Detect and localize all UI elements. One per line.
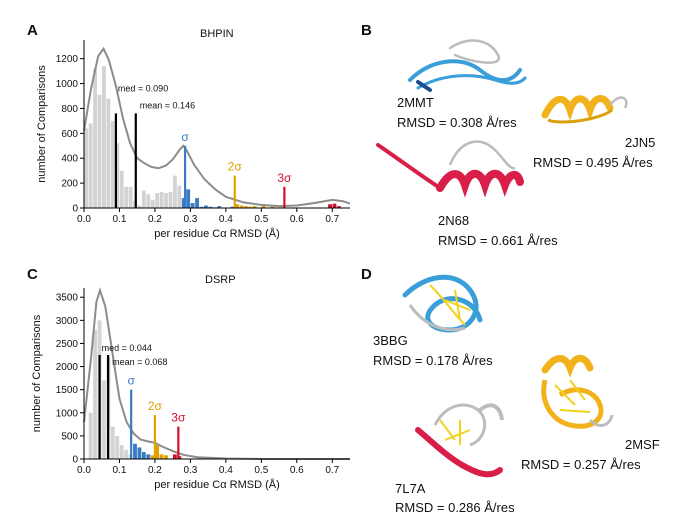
kde-curve [83,46,351,208]
structure-name-2jn5: 2JN5 [625,135,656,150]
x-tick-label: 0.2 [148,214,162,225]
histogram-bar [190,203,195,208]
histogram-bar [88,123,93,208]
histogram-bar [243,206,248,208]
histogram-bar [137,205,142,208]
x-tick-label: 0.7 [325,214,339,225]
histogram-bar [328,204,332,208]
x-tick-label: 0.3 [183,214,197,225]
histogram-bar [128,186,133,208]
y-tick-label: 400 [61,154,78,165]
histogram-bar [159,191,164,208]
y-tick-label: 1000 [56,79,79,90]
x-tick-label: 0.0 [77,214,91,225]
x-tick-label: 0.4 [219,214,233,225]
chart-title-bhpin: BHPIN [200,28,234,40]
structure-rmsd-2jn5: RMSD = 0.495 Å/res [533,155,653,170]
histogram-bar [155,193,160,208]
stat-label: 2σ [228,160,243,174]
histogram-bar [239,205,244,208]
structure-rmsd-7l7a: RMSD = 0.286 Å/res [395,500,515,515]
histogram-bar [141,190,146,208]
histogram-bar [146,194,151,208]
histogram-bar [261,204,266,208]
histogram-bar [102,66,106,208]
x-axis-label: per residue Cα RMSD (Å) [154,227,280,240]
panel-label-a: A [27,22,38,39]
stat-label: 3σ [277,171,292,185]
histogram-bar [235,204,239,208]
histogram-bar [150,199,155,208]
panel-label-b: B [361,22,372,39]
structure-rmsd-2n68: RMSD = 0.661 Å/res [438,233,558,248]
chart-title-dsrp: DSRP [205,274,236,286]
histogram-bar [248,206,253,208]
panel-label-d: D [361,266,372,283]
y-tick-label: 600 [61,129,78,140]
histogram-bar [119,170,124,208]
stat-label: σ [181,130,189,144]
histogram-bar [93,68,97,208]
y-tick-label: 800 [61,104,78,115]
histogram-bar [199,206,204,208]
y-tick-label: 200 [61,179,78,190]
stat-label: med = 0.090 [118,83,168,93]
histogram-bar [84,128,89,208]
structure-name-2mmt: 2MMT [397,95,434,110]
histogram-bar [110,120,115,208]
histogram-bar [164,193,168,208]
structure-name-3bbg: 3BBG [373,333,408,348]
histogram-bar [270,206,275,208]
histogram-bar [208,206,213,208]
histogram-bar [177,185,182,208]
panel-label-c: C [27,266,38,283]
y-tick-label: 0 [72,204,78,215]
structure-name-2n68: 2N68 [438,213,470,228]
histogram-bar [230,206,235,208]
y-tick-label: 1200 [56,54,79,65]
histogram-bar [97,94,102,208]
histogram-bar [195,198,199,208]
histogram-bar [115,143,120,208]
histogram-bar [204,205,208,208]
structure-rmsd-3bbg: RMSD = 0.178 Å/res [373,353,493,368]
structure-rmsd-2msf: RMSD = 0.257 Å/res [521,457,641,472]
histogram-bar [168,191,173,208]
histogram-bar [252,206,257,208]
y-axis-label: number of Comparisons [36,65,48,183]
histogram-bar [186,189,191,208]
histogram-bar [217,206,222,208]
structure-name-7l7a: 7L7A [395,481,426,496]
x-tick-label: 0.5 [254,214,268,225]
histogram-bar [332,203,337,208]
histogram-bar [181,198,186,208]
stat-label: mean = 0.146 [140,100,195,110]
histogram-bar [172,175,177,208]
x-tick-label: 0.1 [113,214,127,225]
structure-rmsd-2mmt: RMSD = 0.308 Å/res [397,115,517,130]
histogram-bar [124,186,129,208]
histogram-bar [106,98,111,208]
histogram-bar [337,206,341,208]
structure-name-2msf: 2MSF [625,437,660,452]
x-tick-label: 0.6 [290,214,304,225]
